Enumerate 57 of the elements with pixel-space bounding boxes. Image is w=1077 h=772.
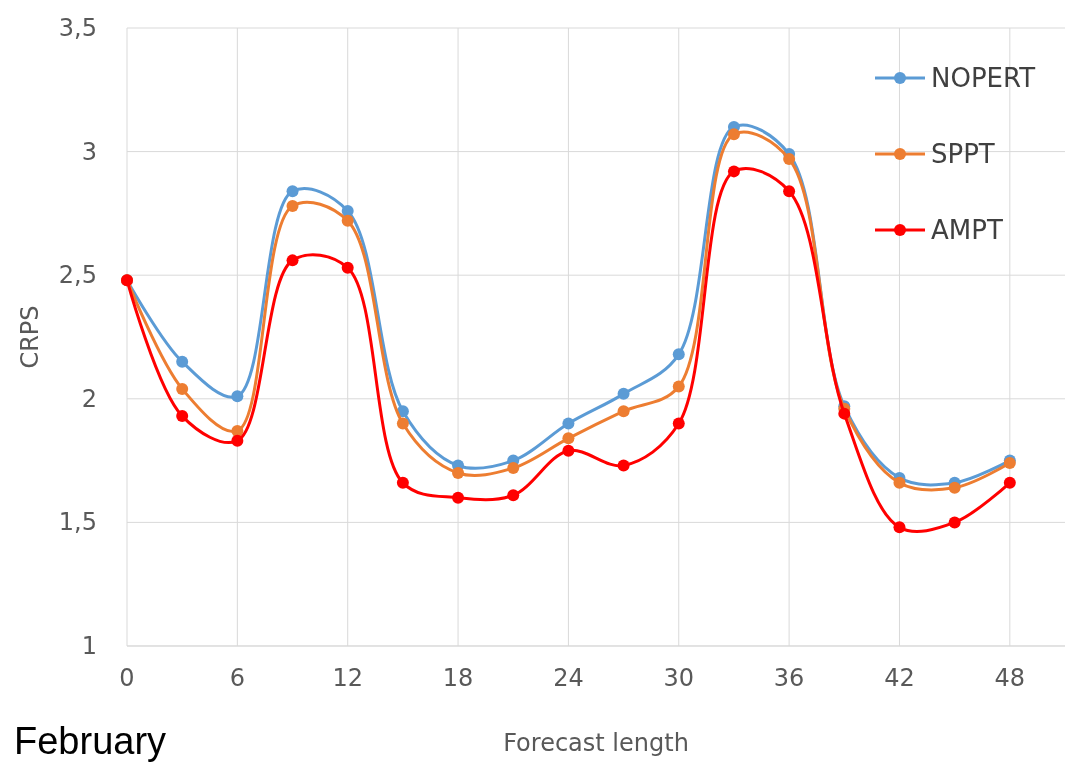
y-tick-label: 2,5 [58, 261, 97, 290]
point [672, 380, 685, 393]
point [231, 390, 244, 403]
point [893, 521, 906, 534]
x-tick-label: 12 [332, 664, 363, 692]
x-tick-label: 48 [994, 664, 1026, 692]
point [617, 405, 630, 418]
point [783, 185, 796, 198]
y-tick-label: 3,5 [58, 14, 97, 42]
y-tick-label: 2 [81, 384, 97, 413]
point [948, 481, 961, 494]
point [286, 254, 299, 267]
point [286, 185, 299, 198]
point [727, 128, 740, 141]
point [562, 417, 575, 430]
point [286, 199, 299, 212]
point [396, 417, 409, 430]
x-tick-label: 6 [229, 664, 245, 692]
point [617, 459, 630, 472]
point [507, 462, 520, 475]
x-tick-label: 18 [442, 664, 474, 692]
text: February [14, 720, 167, 762]
x-tick-label: 30 [663, 664, 695, 692]
point [341, 214, 354, 227]
legend-label: AMPT [931, 215, 1003, 245]
y-tick-label: 3 [81, 137, 97, 166]
point [672, 348, 685, 361]
point [396, 405, 409, 418]
point [176, 410, 189, 423]
point [452, 491, 465, 504]
point [341, 261, 354, 274]
x-axis-title: Forecast length [503, 729, 689, 757]
point [727, 165, 740, 178]
legend-label: SPPT [931, 139, 995, 169]
y-axis-title: CRPS [16, 305, 44, 369]
x-tick-label: 42 [884, 664, 915, 692]
point [783, 153, 796, 166]
point [1003, 476, 1016, 489]
point [231, 434, 244, 447]
point [948, 516, 961, 529]
point [672, 417, 685, 430]
point [176, 355, 189, 368]
point [838, 407, 851, 420]
x-tick-label: 0 [119, 664, 135, 692]
point [507, 489, 520, 502]
point [893, 476, 906, 489]
y-tick-label: 1 [81, 632, 97, 660]
point [617, 387, 630, 400]
x-tick-label: 36 [773, 664, 805, 692]
point [176, 382, 189, 395]
point [562, 444, 575, 457]
point [396, 476, 409, 489]
point [562, 432, 575, 445]
y-tick-label: 1,5 [58, 508, 97, 537]
point [452, 466, 465, 479]
x-tick-label: 24 [553, 664, 584, 692]
legend-label: NOPERT [931, 63, 1036, 93]
